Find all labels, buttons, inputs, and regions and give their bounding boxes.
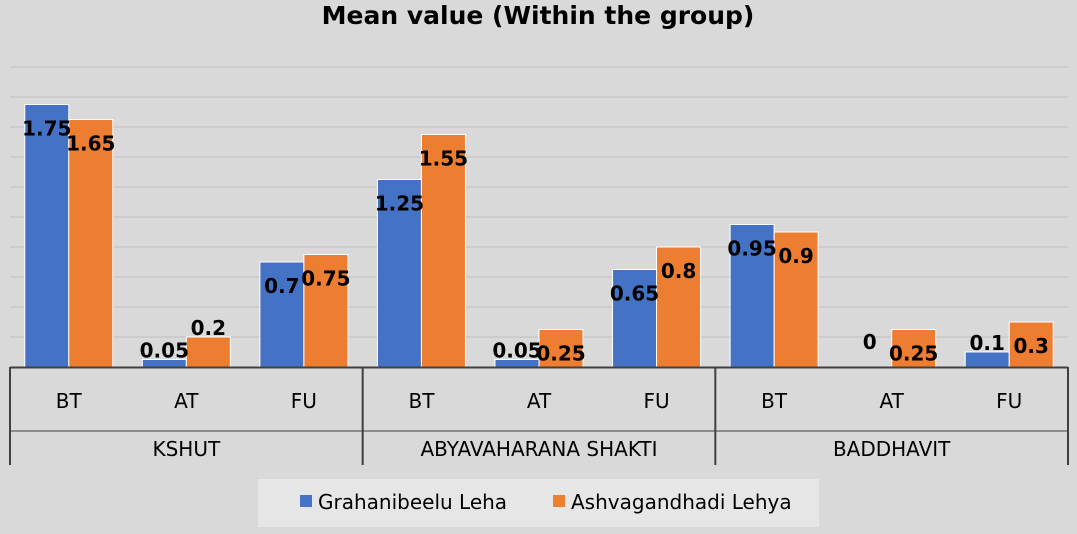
- bar-ashvagandhadi: [656, 246, 702, 368]
- bars: [24, 104, 1054, 368]
- legend-label-ashvagandhadi: Ashvagandhadi Lehya: [571, 490, 792, 514]
- chart-title: Mean value (Within the group): [322, 1, 755, 30]
- data-label: 0.25: [536, 342, 585, 366]
- data-label: 0.8: [661, 259, 696, 283]
- group-labels: KSHUT ABYAVAHARANA SHAKTI BADDHAVIT: [152, 437, 951, 461]
- data-label: 0.05: [492, 339, 541, 363]
- category-label: AT: [879, 389, 904, 413]
- bar-grahanibeelu: [612, 269, 658, 368]
- data-label: 0.9: [778, 244, 813, 268]
- bar-ashvagandhadi: [891, 329, 937, 368]
- category-label: AT: [174, 389, 199, 413]
- category-label: FU: [643, 389, 669, 413]
- data-label: 0: [863, 330, 877, 354]
- category-label: BT: [761, 389, 788, 413]
- category-label: FU: [291, 389, 317, 413]
- bar-ashvagandhadi: [185, 336, 231, 368]
- data-label: 0.05: [140, 339, 189, 363]
- data-label: 0.3: [1014, 334, 1049, 358]
- legend-label-grahanibeelu: Grahanibeelu Leha: [318, 490, 507, 514]
- data-label: 0.65: [610, 282, 659, 306]
- data-label: 1.75: [22, 117, 71, 141]
- data-label: 0.2: [191, 316, 226, 340]
- data-label: 0.1: [970, 331, 1005, 355]
- gridlines: [10, 66, 1068, 338]
- legend-box: [258, 479, 819, 527]
- category-axis: [9, 366, 1069, 465]
- legend: Grahanibeelu Leha Ashvagandhadi Lehya: [258, 479, 819, 527]
- category-labels: BT AT FU BT AT FU BT AT FU: [56, 389, 1022, 413]
- group-label: KSHUT: [152, 437, 220, 461]
- bar-grahanibeelu: [259, 261, 305, 368]
- group-label: ABYAVAHARANA SHAKTI: [420, 437, 657, 461]
- bar-ashvagandhadi: [68, 119, 114, 368]
- data-label: 0.75: [301, 267, 350, 291]
- data-label: 1.25: [375, 192, 424, 216]
- bar-ashvagandhadi: [1008, 321, 1054, 368]
- bar-grahanibeelu: [729, 224, 775, 368]
- group-label: BADDHAVIT: [833, 437, 951, 461]
- bar-grahanibeelu: [24, 104, 70, 368]
- data-label: 0.7: [264, 274, 299, 298]
- data-label: 1.65: [66, 132, 115, 156]
- legend-swatch-ashvagandhadi: [553, 495, 565, 507]
- legend-swatch-grahanibeelu: [300, 495, 312, 507]
- category-label: BT: [408, 389, 435, 413]
- category-label: FU: [996, 389, 1022, 413]
- data-label: 0.95: [727, 237, 776, 261]
- category-label: AT: [527, 389, 552, 413]
- data-labels: 1.751.650.050.20.7 0.751.251.550.050.250.…: [22, 117, 1049, 366]
- data-label: 0.25: [889, 342, 938, 366]
- bar-ashvagandhadi: [773, 231, 819, 368]
- data-label: 1.55: [419, 147, 468, 171]
- category-label: BT: [56, 389, 83, 413]
